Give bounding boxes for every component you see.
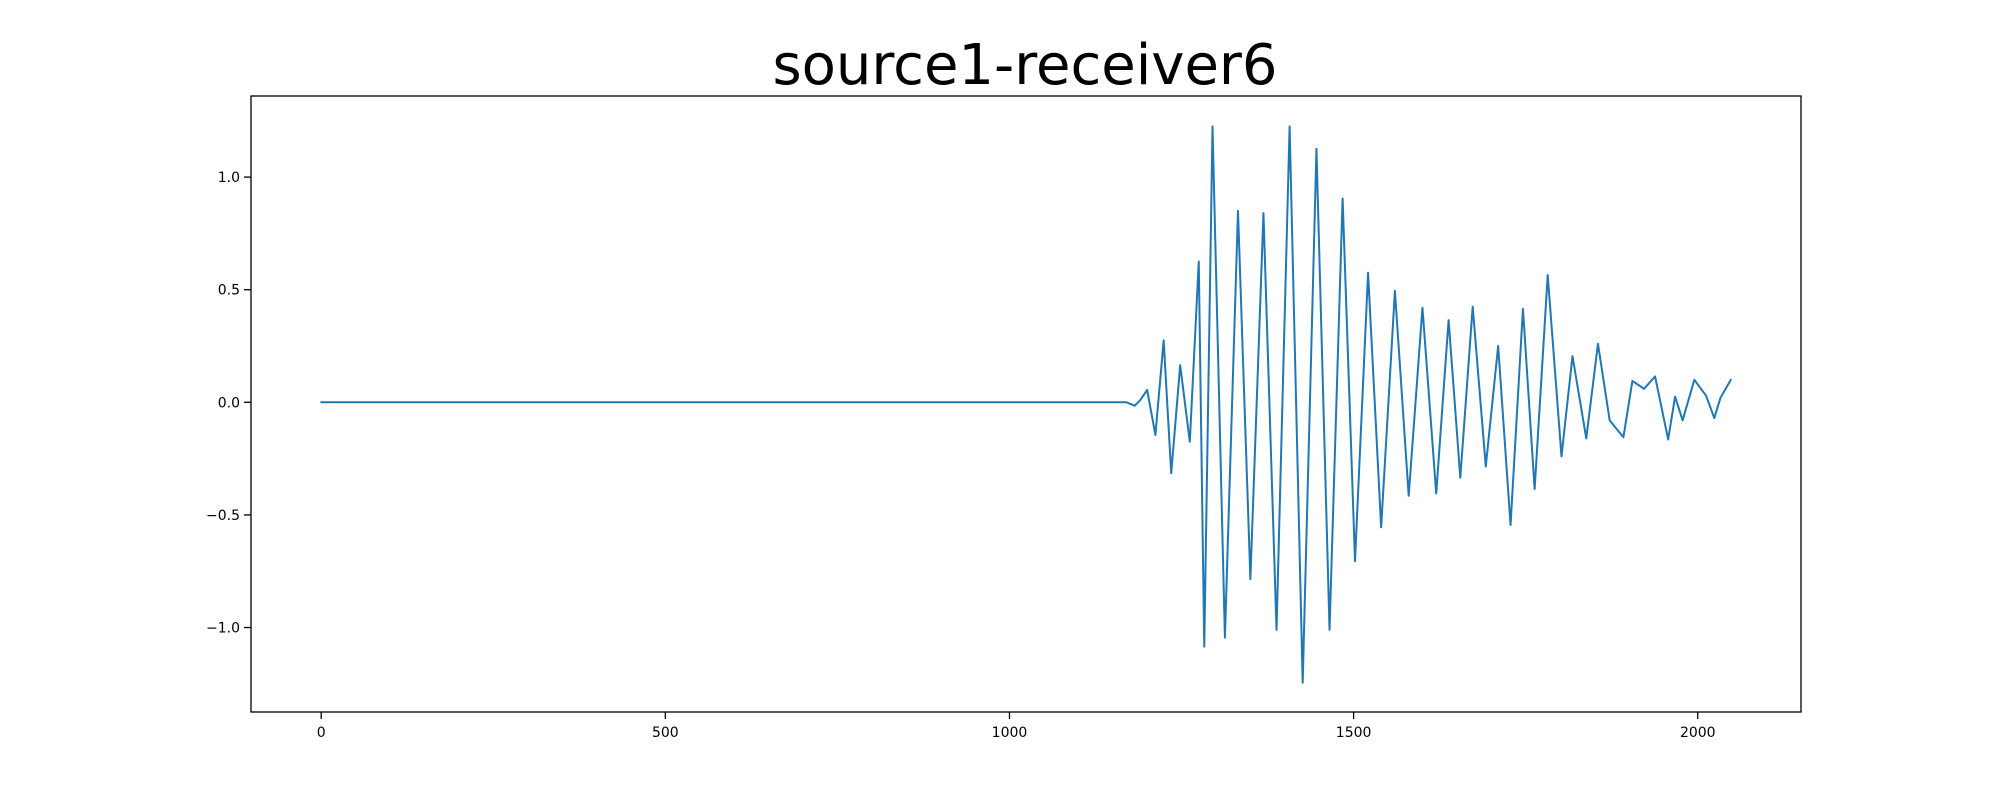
- x-tick-label: 1000: [992, 725, 1028, 741]
- y-tick-label: 0.5: [218, 283, 240, 299]
- x-tick-label: 500: [652, 725, 679, 741]
- y-tick-label: −1.0: [206, 621, 240, 637]
- x-axis: 0 500 1000 1500 2000: [317, 712, 1716, 741]
- x-tick-label: 0: [317, 725, 326, 741]
- chart-title: source1-receiver6: [772, 33, 1277, 98]
- y-tick-label: 0.0: [218, 395, 240, 411]
- y-axis: 1.0 0.5 0.0 −0.5 −1.0: [206, 170, 251, 637]
- y-tick-label: −0.5: [206, 508, 240, 524]
- y-tick-label: 1.0: [218, 170, 240, 186]
- x-tick-label: 1500: [1336, 725, 1372, 741]
- x-tick-label: 2000: [1680, 725, 1716, 741]
- plot-area-frame: [250, 95, 1802, 713]
- series-line: [320, 125, 1732, 684]
